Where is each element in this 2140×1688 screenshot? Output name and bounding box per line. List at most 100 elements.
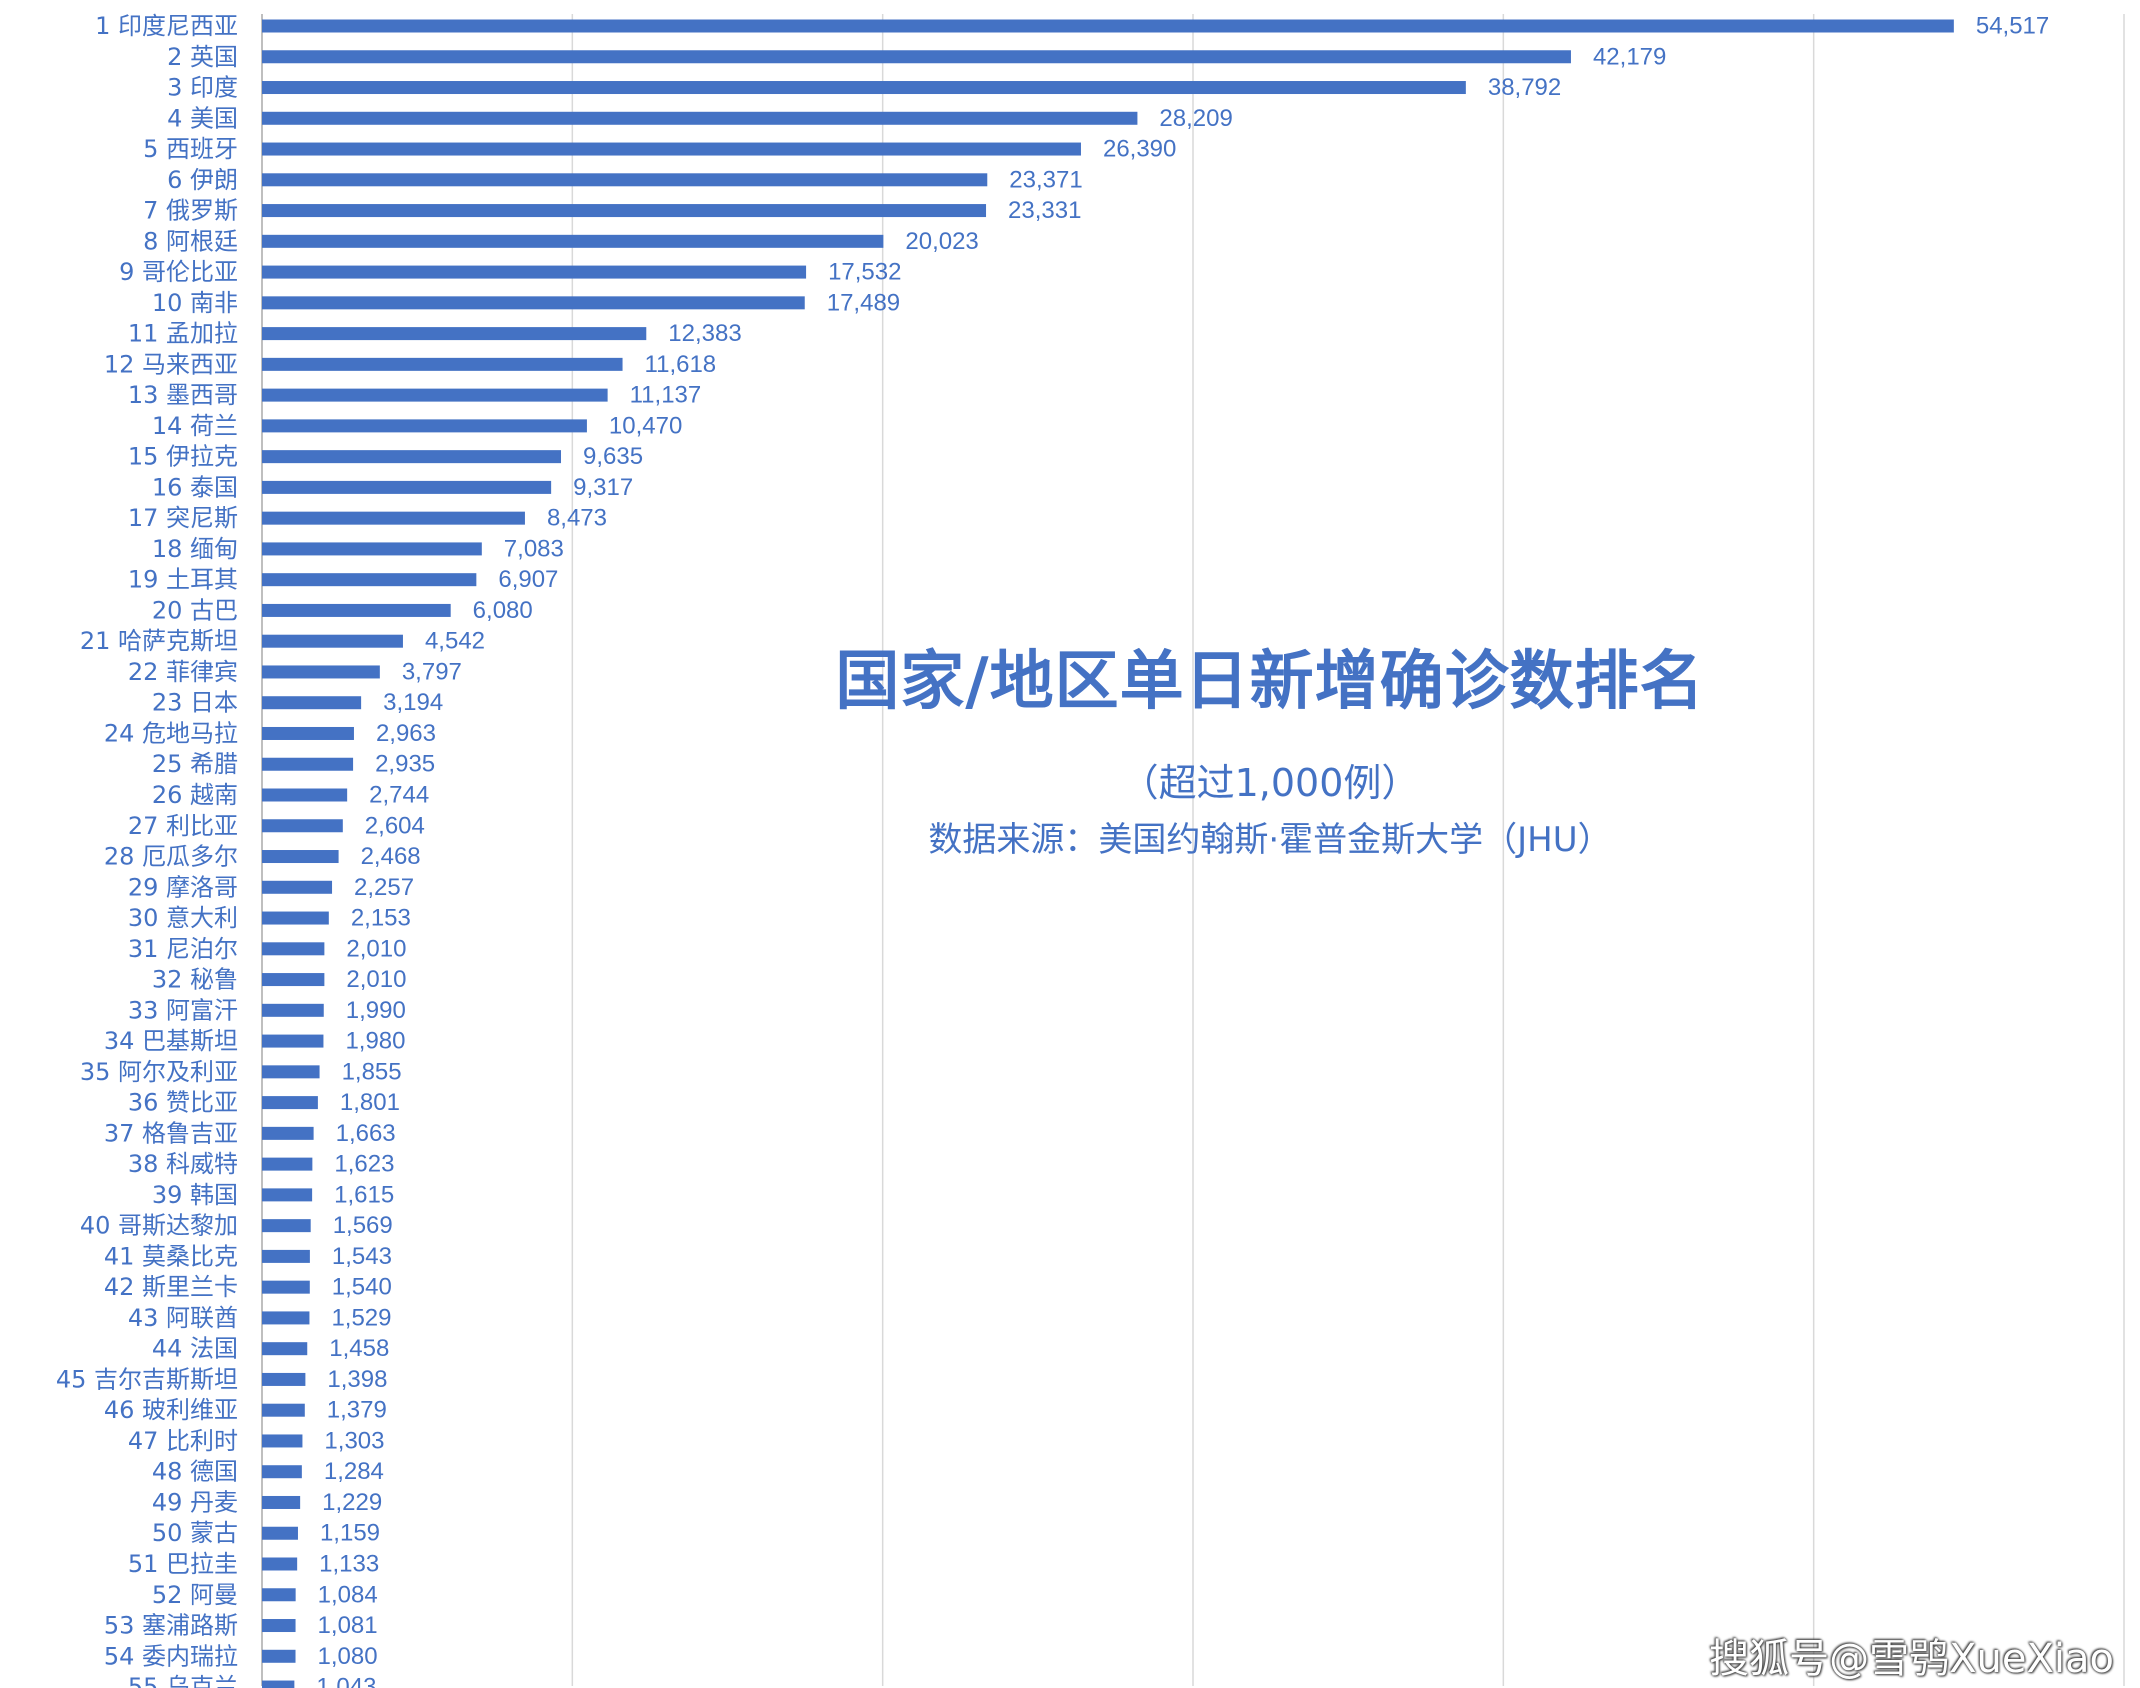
bar: [262, 1219, 311, 1233]
category-label: 29 摩洛哥: [128, 873, 238, 901]
category-label: 35 阿尔及利亚: [80, 1058, 238, 1086]
bar: [262, 1649, 296, 1663]
bar: [262, 1526, 298, 1540]
category-label: 6 伊朗: [167, 166, 238, 194]
category-label: 23 日本: [152, 689, 238, 717]
bar: [262, 511, 525, 525]
value-label: 1,663: [336, 1120, 396, 1147]
category-label: 26 越南: [152, 781, 238, 809]
value-label: 3,797: [402, 658, 462, 685]
value-label: 9,635: [583, 443, 643, 470]
value-labels: 54,517 42,179 38,792 28,209 26,390 23,371 23,3…: [316, 13, 2049, 1688]
value-label: 42,179: [1593, 43, 1666, 70]
bar: [262, 1557, 298, 1571]
value-label: 1,801: [340, 1089, 400, 1116]
bar: [262, 234, 884, 248]
category-label: 30 意大利: [128, 904, 238, 932]
value-label: 1,529: [331, 1304, 391, 1331]
category-label: 43 阿联酋: [128, 1304, 238, 1332]
value-label: 54,517: [1976, 13, 2049, 40]
bar: [262, 1495, 301, 1509]
value-label: 1,084: [318, 1581, 378, 1608]
bar: [262, 1249, 310, 1263]
category-label: 10 南非: [152, 289, 238, 317]
category-label: 4 美国: [167, 104, 238, 132]
category-label: 9 哥伦比亚: [119, 258, 238, 286]
bar: [262, 757, 354, 771]
value-label: 28,209: [1159, 105, 1232, 132]
bar: [262, 788, 348, 802]
value-label: 11,618: [645, 351, 717, 378]
category-label: 52 阿曼: [152, 1581, 238, 1609]
value-label: 1,043: [316, 1674, 376, 1688]
category-label: 22 菲律宾: [128, 658, 238, 686]
bar: [262, 850, 339, 864]
category-label: 19 土耳其: [128, 566, 238, 594]
value-label: 17,489: [827, 289, 900, 316]
category-label: 51 巴拉圭: [128, 1550, 238, 1578]
value-label: 2,010: [346, 935, 406, 962]
bar: [262, 142, 1081, 156]
bar: [262, 819, 343, 833]
value-label: 3,194: [383, 689, 443, 716]
category-label: 14 荷兰: [152, 412, 238, 440]
bar: [262, 19, 1954, 33]
bar: [262, 419, 587, 433]
value-label: 23,371: [1009, 166, 1082, 193]
category-label: 2 英国: [167, 43, 238, 71]
category-label: 13 墨西哥: [128, 381, 238, 409]
value-label: 9,317: [573, 474, 633, 501]
bar: [262, 1680, 295, 1688]
value-label: 23,331: [1008, 197, 1081, 224]
category-label: 39 韩国: [152, 1181, 238, 1209]
chart-title: 国家/地区单日新增确诊数排名: [835, 645, 1705, 719]
value-label: 17,532: [828, 259, 901, 286]
bar: [262, 542, 482, 556]
value-label: 1,398: [327, 1366, 387, 1393]
value-label: 2,468: [361, 843, 421, 870]
category-label: 31 尼泊尔: [128, 935, 238, 963]
value-label: 1,133: [319, 1551, 379, 1578]
bar: [262, 450, 562, 464]
value-label: 1,615: [334, 1181, 394, 1208]
value-label: 1,543: [332, 1243, 392, 1270]
bar: [262, 1342, 308, 1356]
value-label: 11,137: [630, 382, 702, 409]
value-label: 7,083: [504, 535, 564, 562]
bar: [262, 726, 354, 740]
value-label: 1,623: [334, 1151, 394, 1178]
bar: [262, 665, 380, 679]
bar: [262, 1403, 305, 1417]
bar: [262, 327, 647, 341]
category-label: 47 比利时: [128, 1427, 238, 1455]
bar: [262, 973, 325, 987]
bar: [262, 111, 1138, 125]
bar: [262, 1619, 296, 1633]
bar: [262, 1188, 313, 1202]
category-label: 18 缅甸: [152, 535, 238, 563]
category-label: 49 丹麦: [152, 1488, 238, 1516]
value-label: 2,744: [369, 782, 429, 809]
value-label: 6,907: [498, 566, 558, 593]
bars: [262, 19, 1954, 1688]
bar: [262, 1003, 324, 1017]
value-label: 1,080: [318, 1643, 378, 1670]
bar: [262, 1065, 320, 1079]
category-label: 16 泰国: [152, 473, 238, 501]
bar: [262, 573, 477, 587]
bar: [262, 1372, 306, 1386]
value-label: 1,081: [318, 1612, 378, 1639]
value-label: 12,383: [668, 320, 741, 347]
category-label: 41 莫桑比克: [104, 1242, 238, 1270]
bar: [262, 173, 988, 187]
bar: [262, 880, 333, 894]
bar: [262, 296, 805, 310]
category-label: 12 马来西亚: [104, 350, 238, 378]
bar: [262, 634, 403, 648]
category-label: 1 印度尼西亚: [95, 12, 238, 40]
value-label: 1,540: [332, 1274, 392, 1301]
bar: [262, 942, 325, 956]
value-label: 1,569: [333, 1212, 393, 1239]
value-label: 1,990: [346, 997, 406, 1024]
